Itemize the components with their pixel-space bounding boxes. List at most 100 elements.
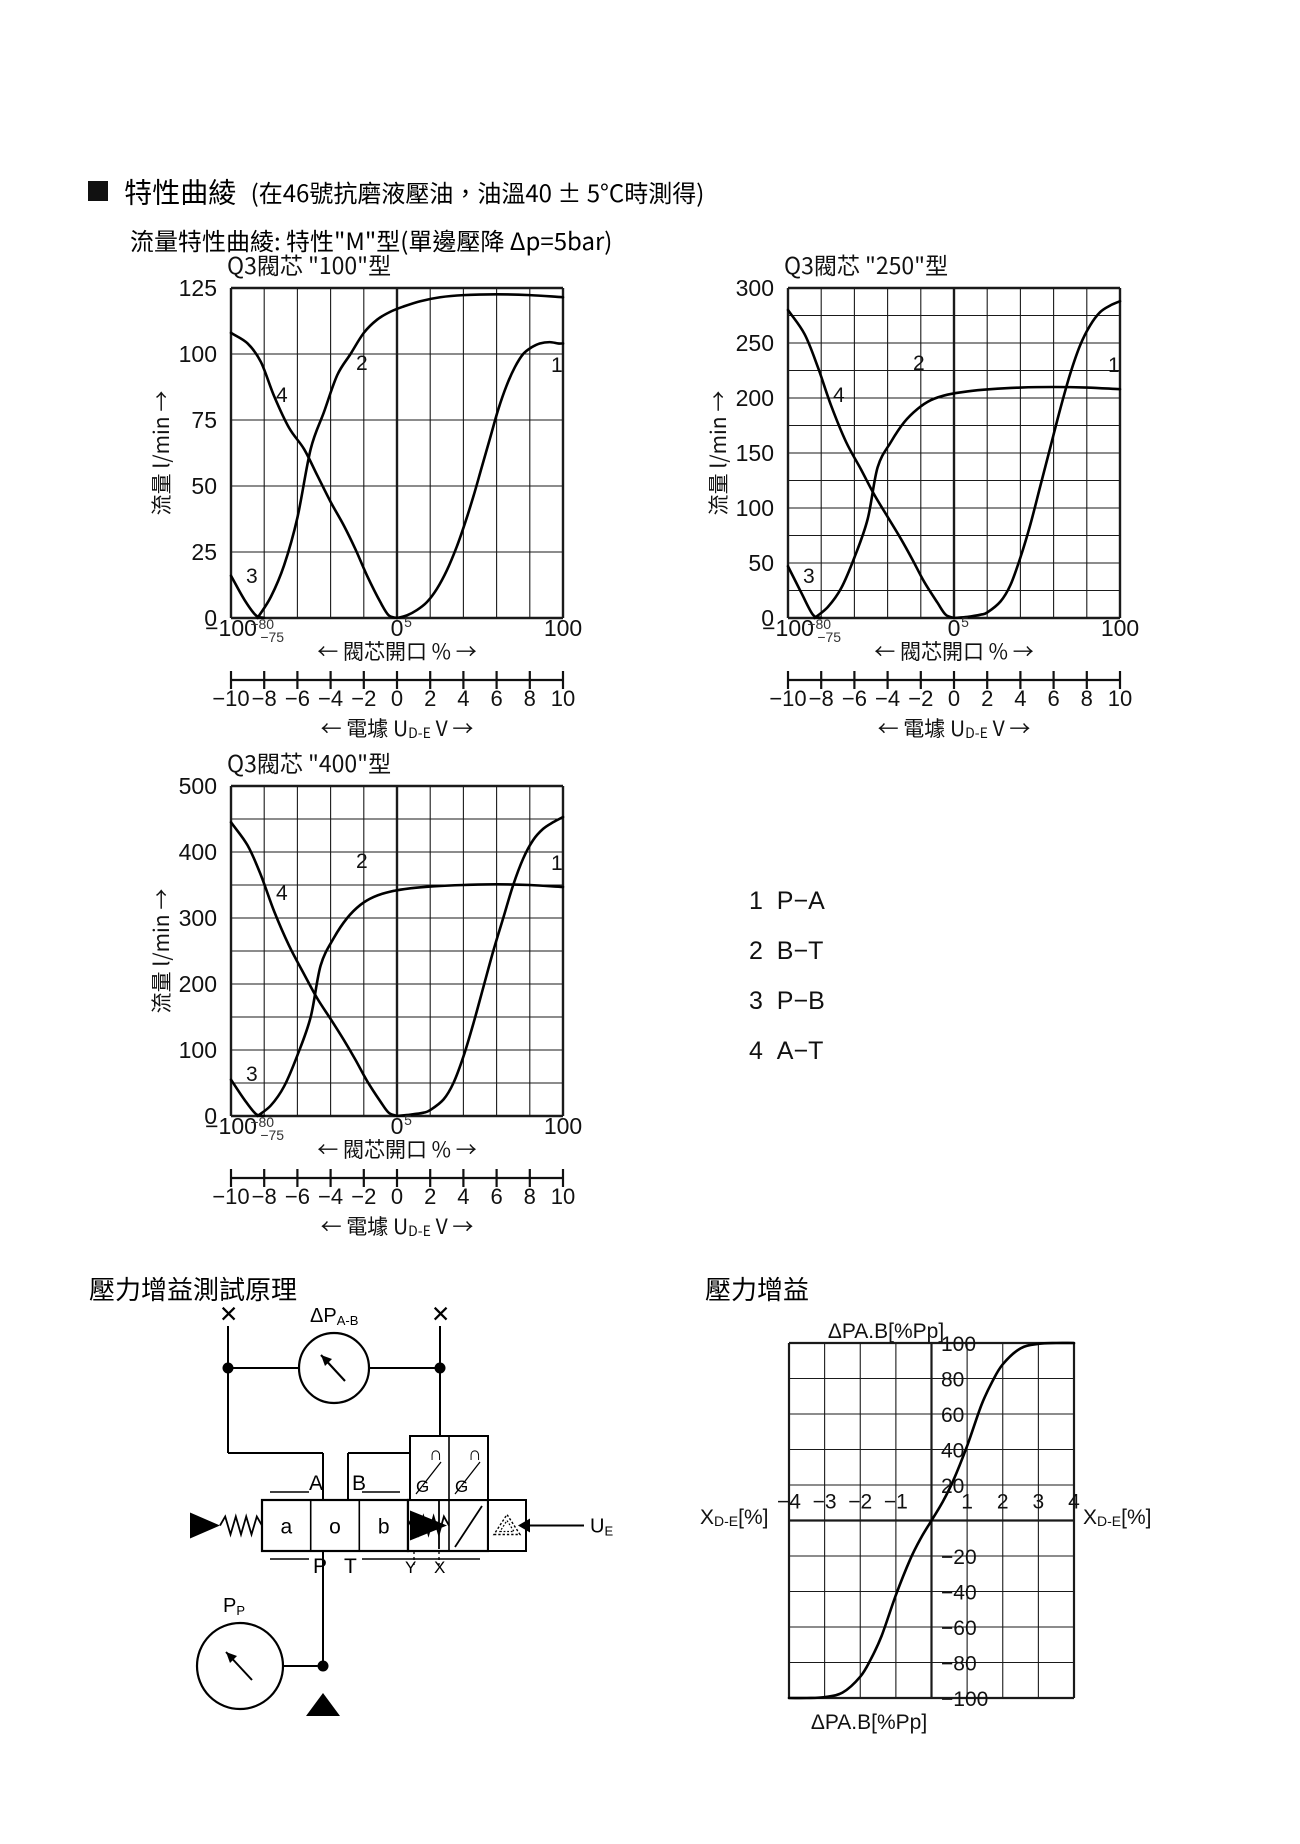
- svg-text:2: 2: [913, 352, 925, 375]
- svg-text:−2: −2: [351, 686, 376, 711]
- svg-text:−8: −8: [809, 686, 834, 711]
- svg-text:75: 75: [191, 407, 217, 433]
- svg-text:Q3閥芯 "250"型: Q3閥芯 "250"型: [784, 247, 948, 281]
- svg-text:150: 150: [736, 440, 774, 466]
- svg-text:← 電壉 UD-E V →: ← 電壉 UD-E V →: [321, 713, 474, 743]
- svg-text:8: 8: [1081, 686, 1093, 711]
- svg-text:50: 50: [748, 550, 774, 576]
- svg-text:← 電壉 UD-E V →: ← 電壉 UD-E V →: [878, 713, 1031, 743]
- svg-text:100: 100: [736, 495, 774, 521]
- svg-text:−60: −60: [941, 1617, 977, 1640]
- svg-text:100: 100: [179, 1037, 217, 1063]
- svg-text:XD-E[%]: XD-E[%]: [1083, 1506, 1151, 1529]
- svg-text:−1: −1: [884, 1491, 908, 1514]
- svg-text:50: 50: [191, 473, 217, 499]
- svg-text:P: P: [313, 1555, 327, 1578]
- svg-text:T: T: [344, 1555, 357, 1578]
- svg-text:2: 2: [424, 686, 436, 711]
- svg-text:XD-E[%]: XD-E[%]: [700, 1506, 768, 1529]
- svg-text:100: 100: [544, 615, 582, 641]
- svg-text:Q3閥芯 "400"型: Q3閥芯 "400"型: [227, 745, 391, 779]
- svg-text:−6: −6: [842, 686, 867, 711]
- svg-text:4: 4: [1014, 686, 1026, 711]
- svg-text:流量 l/min →: 流量 l/min →: [146, 889, 176, 1014]
- svg-text:−10: −10: [212, 686, 249, 711]
- svg-text:−4: −4: [318, 1184, 343, 1209]
- svg-text:∩: ∩: [468, 1444, 482, 1465]
- svg-text:3: 3: [246, 1063, 258, 1086]
- svg-text:3: 3: [246, 565, 258, 588]
- svg-text:1: 1: [1108, 354, 1120, 377]
- svg-text:4: 4: [276, 882, 288, 905]
- svg-text:10: 10: [1108, 686, 1132, 711]
- svg-text:−6: −6: [285, 686, 310, 711]
- svg-text:3: 3: [1033, 1491, 1045, 1514]
- svg-text:2: 2: [356, 850, 368, 873]
- svg-text:−2: −2: [848, 1491, 872, 1514]
- svg-text:1: 1: [551, 354, 563, 377]
- svg-text:300: 300: [179, 905, 217, 931]
- svg-text:6: 6: [490, 1184, 502, 1209]
- svg-text:8: 8: [524, 1184, 536, 1209]
- svg-text:0: 0: [948, 686, 960, 711]
- svg-text:−8: −8: [252, 1184, 277, 1209]
- svg-text:−40: −40: [941, 1582, 977, 1605]
- svg-text:G: G: [455, 1477, 468, 1496]
- svg-text:0: 0: [391, 1184, 403, 1209]
- svg-text:2: 2: [981, 686, 993, 711]
- svg-text:1: 1: [961, 1491, 973, 1514]
- svg-text:← 電壉 UD-E V →: ← 電壉 UD-E V →: [321, 1211, 474, 1241]
- svg-text:2: 2: [424, 1184, 436, 1209]
- svg-text:−4: −4: [318, 686, 343, 711]
- svg-text:A: A: [309, 1472, 323, 1495]
- svg-text:Q3閥芯 "100"型: Q3閥芯 "100"型: [227, 247, 391, 281]
- svg-text:a: a: [280, 1516, 292, 1539]
- svg-text:−100: −100: [941, 1688, 988, 1711]
- svg-text:X: X: [434, 1558, 445, 1577]
- svg-text:40: 40: [941, 1440, 964, 1463]
- svg-text:ΔPA.B[%Pp]: ΔPA.B[%Pp]: [828, 1320, 944, 1343]
- svg-text:✕: ✕: [431, 1301, 450, 1327]
- svg-text:ΔPA.B[%Pp]: ΔPA.B[%Pp]: [811, 1711, 927, 1734]
- svg-text:6: 6: [1047, 686, 1059, 711]
- svg-text:流量 l/min →: 流量 l/min →: [703, 391, 733, 516]
- svg-text:4: 4: [1068, 1491, 1080, 1514]
- svg-text:60: 60: [941, 1404, 964, 1427]
- svg-text:10: 10: [551, 1184, 575, 1209]
- svg-text:PP: PP: [223, 1595, 245, 1618]
- svg-text:ΔPA-B: ΔPA-B: [310, 1305, 358, 1328]
- svg-text:−4: −4: [777, 1491, 801, 1514]
- svg-text:0: 0: [391, 686, 403, 711]
- svg-text:Y: Y: [405, 1558, 416, 1577]
- svg-text:b: b: [378, 1516, 390, 1539]
- svg-text:−75: −75: [260, 1127, 284, 1143]
- svg-text:−2: −2: [908, 686, 933, 711]
- svg-text:← 閥芯開口 % →: ← 閥芯開口 % →: [317, 636, 476, 666]
- svg-text:1: 1: [551, 852, 563, 875]
- svg-text:−3: −3: [813, 1491, 837, 1514]
- svg-text:10: 10: [551, 686, 575, 711]
- svg-text:8: 8: [524, 686, 536, 711]
- svg-text:−4: −4: [875, 686, 900, 711]
- svg-text:← 閥芯開口 % →: ← 閥芯開口 % →: [317, 1134, 476, 1164]
- svg-text:125: 125: [179, 275, 217, 301]
- svg-text:∩: ∩: [429, 1444, 443, 1465]
- svg-text:−20: −20: [941, 1546, 977, 1569]
- svg-text:流量 l/min →: 流量 l/min →: [146, 391, 176, 516]
- svg-text:200: 200: [736, 385, 774, 411]
- svg-text:−75: −75: [817, 629, 841, 645]
- svg-text:250: 250: [736, 330, 774, 356]
- svg-text:−75: −75: [260, 629, 284, 645]
- svg-text:2: 2: [356, 352, 368, 375]
- svg-text:−2: −2: [351, 1184, 376, 1209]
- svg-text:5: 5: [404, 1112, 412, 1128]
- svg-text:6: 6: [490, 686, 502, 711]
- svg-text:300: 300: [736, 275, 774, 301]
- svg-text:−8: −8: [252, 686, 277, 711]
- svg-text:5: 5: [404, 614, 412, 630]
- svg-text:−100: −100: [205, 615, 257, 641]
- svg-text:UE: UE: [590, 1516, 613, 1539]
- svg-text:80: 80: [941, 1369, 964, 1392]
- svg-text:100: 100: [544, 1113, 582, 1139]
- svg-text:−80: −80: [941, 1653, 977, 1676]
